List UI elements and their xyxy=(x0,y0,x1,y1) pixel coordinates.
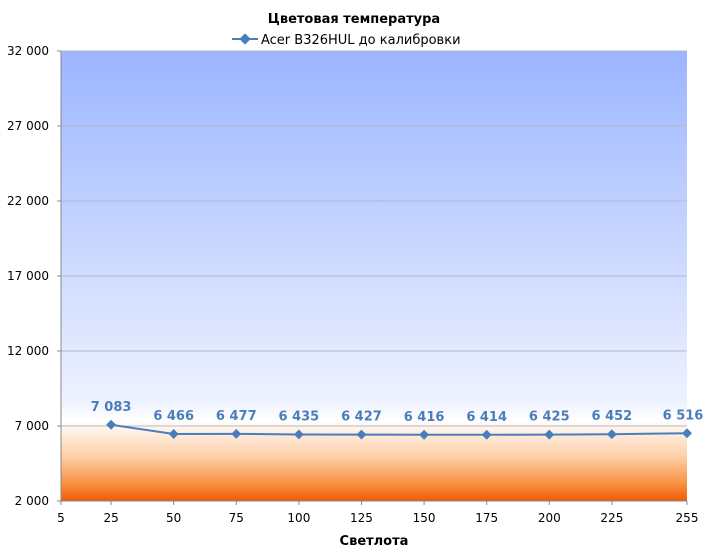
legend-label: Acer B326HUL до калибровки xyxy=(261,33,461,48)
y-tick-label: 12 000 xyxy=(7,344,49,358)
x-tick-label: 125 xyxy=(350,511,373,525)
chart-title: Цветовая температура xyxy=(268,12,440,27)
data-point xyxy=(168,429,179,439)
data-point xyxy=(231,428,242,439)
y-tick-label: 27 000 xyxy=(7,119,49,133)
data-point xyxy=(606,429,617,440)
data-point xyxy=(682,428,692,439)
x-tick-label: 255 xyxy=(676,511,699,525)
data-label: 6 416 xyxy=(404,410,445,425)
data-label: 6 425 xyxy=(529,410,570,425)
data-point xyxy=(293,429,304,440)
data-label: 6 435 xyxy=(279,409,320,424)
x-tick-label: 75 xyxy=(229,511,244,525)
data-label: 6 452 xyxy=(592,409,633,424)
x-tick-label: 50 xyxy=(166,511,181,525)
y-tick-label: 22 000 xyxy=(7,194,49,208)
data-label: 7 083 xyxy=(91,400,132,415)
x-tick-label: 5 xyxy=(57,511,65,525)
x-tick-label: 100 xyxy=(287,511,310,525)
x-tick-label: 25 xyxy=(103,511,118,525)
x-tick-label: 225 xyxy=(600,511,623,525)
y-tick-label: 2 000 xyxy=(15,494,49,508)
x-tick-label: 200 xyxy=(538,511,561,525)
legend: Acer B326HUL до калибровки xyxy=(232,33,461,48)
data-point xyxy=(481,429,492,440)
data-labels: 7 083 6 466 6 477 6 435 6 427 6 416 6 414 6 425… xyxy=(91,400,704,425)
data-label: 6 466 xyxy=(153,409,194,424)
y-tick-label: 17 000 xyxy=(7,269,49,283)
data-label: 6 516 xyxy=(663,408,704,423)
y-tick-label: 32 000 xyxy=(7,44,49,58)
x-tick-label: 175 xyxy=(475,511,498,525)
x-axis-label: Светлота xyxy=(340,534,409,549)
axes: 2 000 7 000 12 000 17 000 22 000 27 000 32 000… xyxy=(7,44,698,525)
data-label: 6 477 xyxy=(216,409,257,424)
data-label: 6 414 xyxy=(466,410,507,425)
data-point xyxy=(544,429,555,440)
data-point xyxy=(356,429,367,440)
data-label: 6 427 xyxy=(341,410,382,425)
y-tick-label: 7 000 xyxy=(15,419,49,433)
series-line xyxy=(110,423,688,436)
legend-marker xyxy=(239,33,251,45)
data-point xyxy=(419,429,430,440)
x-tick-label: 150 xyxy=(413,511,436,525)
